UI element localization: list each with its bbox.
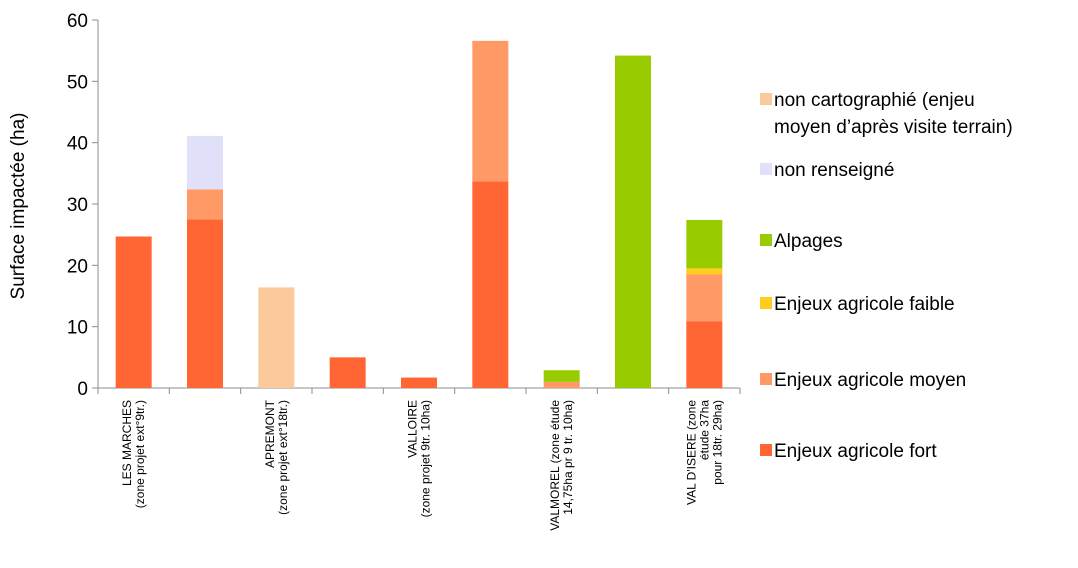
legend-label: Enjeux agricole moyen	[774, 370, 966, 391]
bar-segment	[187, 189, 223, 220]
y-tick-label: 60	[67, 11, 88, 32]
y-tick-label: 30	[67, 195, 88, 216]
x-category-label: VAL D'ISERE (zone	[684, 400, 698, 505]
x-category-label: 14,75ha pr 9 tr. 10ha)	[561, 400, 575, 515]
x-category-label: VALLOIRE	[406, 400, 420, 458]
bar-segment	[258, 287, 295, 388]
legend-label: moyen d’après visite terrain)	[774, 117, 1013, 138]
bar-segment	[472, 181, 509, 388]
bar-segment	[329, 357, 366, 388]
legend-label: Enjeux agricole faible	[774, 294, 955, 315]
legend-swatch	[760, 444, 772, 456]
legend-swatch	[760, 93, 772, 105]
bar-segment	[615, 55, 651, 388]
bar-segment	[686, 219, 723, 269]
x-category-label: (zone projet ext°18tr.)	[276, 400, 290, 515]
legend-label: Enjeux agricole fort	[774, 441, 937, 462]
bar-segment	[686, 321, 723, 388]
bar-segment	[686, 268, 723, 275]
bar-segment	[187, 219, 223, 388]
bar-segment	[686, 274, 723, 322]
y-tick-label: 50	[67, 72, 88, 93]
x-category-label: VALMOREL (zone étude	[548, 400, 562, 531]
x-category-label: étude 37ha	[697, 400, 711, 460]
bar-segment	[543, 381, 580, 388]
legend-swatch	[760, 297, 772, 309]
x-category-label: (zone projet 9tr. 10ha)	[419, 400, 433, 517]
y-tick-label: 0	[77, 379, 88, 400]
y-tick-label: 40	[67, 134, 88, 155]
bar-segment	[543, 370, 580, 382]
bar-segment	[472, 40, 509, 182]
x-category-label: (zone projet ext°9tr.)	[133, 400, 147, 508]
bar-segment	[401, 377, 437, 388]
legend-label: Alpages	[774, 231, 843, 252]
y-tick-label: 20	[67, 256, 88, 277]
legend-label: non cartographié (enjeu	[774, 90, 975, 111]
bar-segment	[187, 135, 223, 190]
y-tick-label: 10	[67, 318, 88, 339]
bar-segment	[115, 236, 152, 388]
legend-label: non renseigné	[774, 160, 894, 181]
legend-swatch	[760, 373, 772, 385]
legend-swatch	[760, 234, 772, 246]
legend-swatch	[760, 163, 772, 175]
x-category-label: pour 18tr. 29ha)	[710, 400, 724, 485]
x-category-label: APREMONT	[263, 399, 277, 468]
x-category-label: LES MARCHES	[120, 400, 134, 486]
y-axis-title: Surface impactée (ha)	[8, 113, 29, 300]
